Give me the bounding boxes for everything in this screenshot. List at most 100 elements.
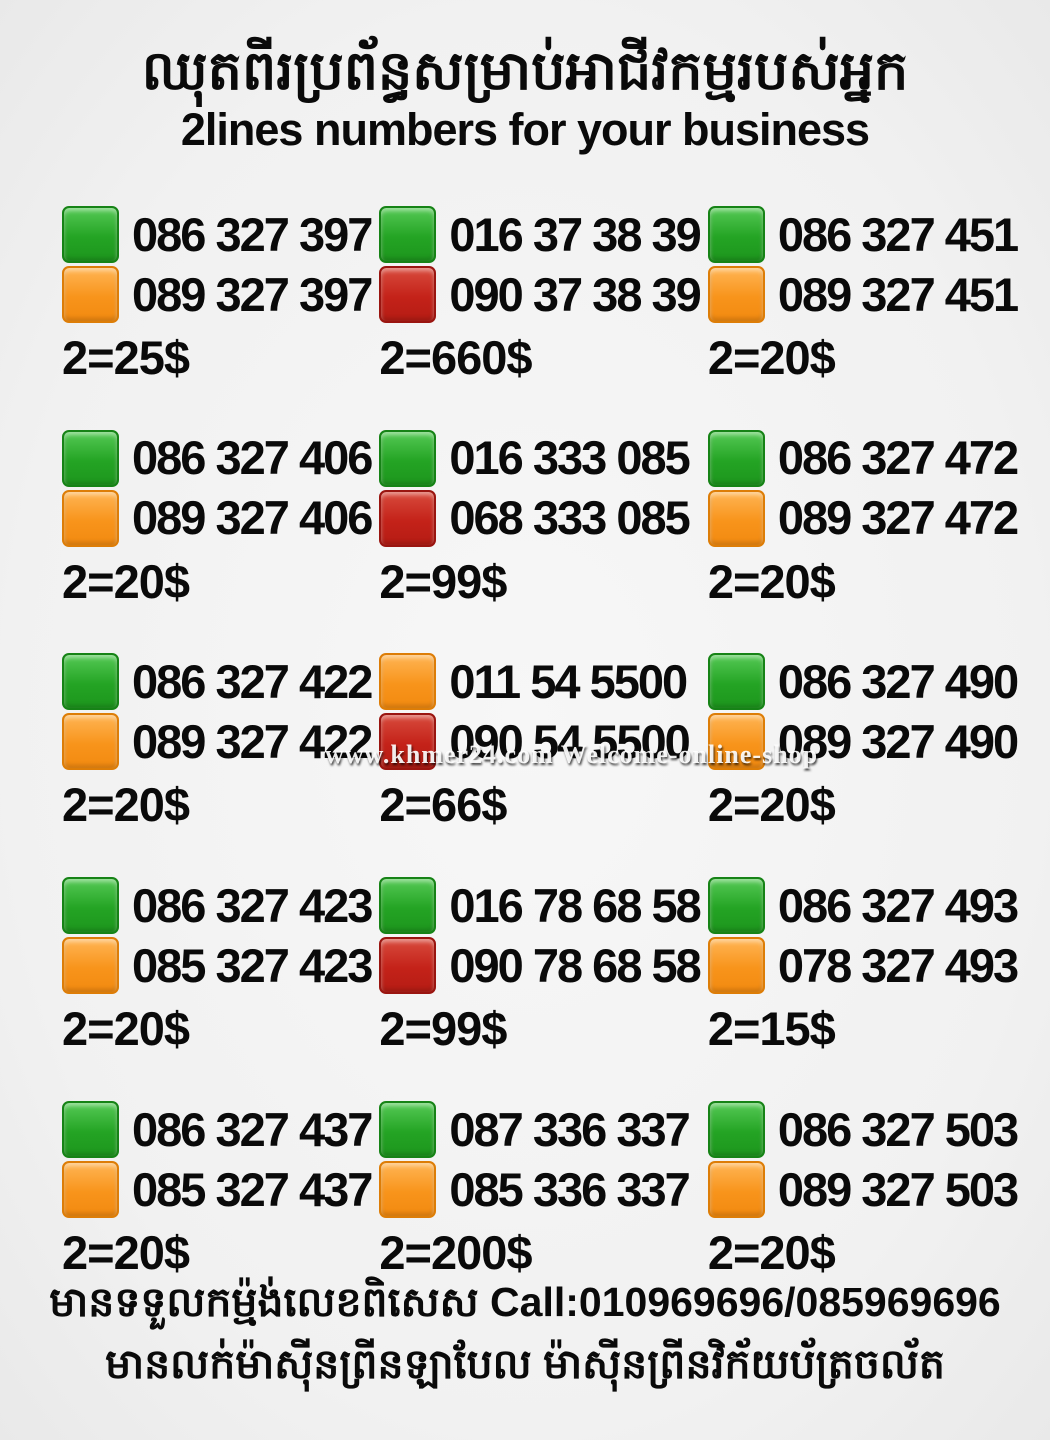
sim-color-square xyxy=(707,937,765,995)
phone-number: 089 327 472 xyxy=(777,491,1019,545)
poster: ឈុតពីរប្រព័ន្ធសម្រាប់អាជីវកម្មរបស់អ្នក 2… xyxy=(0,40,1050,1387)
phone-number: 011 54 5500 xyxy=(449,655,688,709)
number-line: 086 327 406 xyxy=(62,429,373,487)
sim-color-square xyxy=(379,713,437,771)
price-label: 2=20$ xyxy=(62,554,190,608)
price-label: 2=200$ xyxy=(379,1225,532,1279)
phone-number: 089 327 397 xyxy=(132,267,373,321)
phone-number: 090 78 68 58 xyxy=(449,938,701,992)
number-pair-card: 016 78 68 58 090 78 68 58 2=99$ xyxy=(379,877,702,1056)
number-line: 086 327 493 xyxy=(707,877,1019,935)
phone-number: 086 327 406 xyxy=(132,431,373,485)
phone-number: 090 37 38 39 xyxy=(449,267,701,321)
footer-products-line: មានលក់ម៉ាស៊ីនព្រីនឡាបែល ម៉ាស៊ីនព្រីនវិក័… xyxy=(105,1340,945,1387)
phone-number: 089 327 490 xyxy=(777,715,1019,769)
price-label: 2=25$ xyxy=(62,331,190,385)
number-pair-card: 087 336 337 085 336 337 2=200$ xyxy=(379,1100,699,1279)
sim-color-square xyxy=(62,489,119,547)
sim-color-square xyxy=(707,206,765,264)
number-line: 086 327 472 xyxy=(707,429,1019,487)
sim-color-square xyxy=(62,937,119,995)
number-line: 086 327 490 xyxy=(707,653,1019,711)
number-line: 016 78 68 58 xyxy=(379,877,702,935)
number-line: 090 78 68 58 xyxy=(379,937,702,995)
number-line: 089 327 472 xyxy=(707,489,1019,547)
number-line: 089 327 503 xyxy=(707,1160,1019,1218)
number-pair-card: 086 327 406 089 327 406 2=20$ xyxy=(62,429,373,608)
sim-color-square xyxy=(707,489,765,547)
sim-color-square xyxy=(707,713,765,771)
number-line: 016 333 085 xyxy=(379,429,699,487)
phone-number: 086 327 503 xyxy=(777,1102,1019,1156)
page-title-khmer: ឈុតពីរប្រព័ន្ធសម្រាប់អាជីវកម្មរបស់អ្នក xyxy=(141,41,909,101)
sim-color-square xyxy=(62,653,119,711)
number-line: 086 327 423 xyxy=(62,877,373,935)
sim-color-square xyxy=(379,877,437,935)
number-line: 086 327 397 xyxy=(62,206,373,264)
price-label: 2=660$ xyxy=(379,331,532,385)
sim-color-square xyxy=(707,877,765,935)
sim-color-square xyxy=(379,206,437,264)
sim-color-square xyxy=(62,713,119,771)
numbers-grid: 086 327 397 089 327 397 2=25$ 016 37 38 … xyxy=(0,206,1050,1278)
sim-color-square xyxy=(62,877,119,935)
number-line: 090 54 5500 xyxy=(379,713,699,771)
phone-number: 090 54 5500 xyxy=(449,715,690,769)
number-line: 089 327 422 xyxy=(62,713,373,771)
sim-color-square xyxy=(379,266,437,324)
sim-color-square xyxy=(707,266,765,324)
phone-number: 089 327 503 xyxy=(777,1162,1019,1216)
sim-color-square xyxy=(379,489,437,547)
price-label: 2=99$ xyxy=(379,1002,507,1056)
phone-number: 086 327 472 xyxy=(777,431,1019,485)
phone-number: 086 327 437 xyxy=(132,1102,373,1156)
sim-color-square xyxy=(62,429,119,487)
number-pair-card: 086 327 423 085 327 423 2=20$ xyxy=(62,877,373,1056)
phone-number: 085 336 337 xyxy=(449,1162,690,1216)
phone-number: 089 327 451 xyxy=(777,267,1019,321)
price-label: 2=20$ xyxy=(707,331,836,385)
number-line: 086 327 451 xyxy=(707,206,1019,264)
number-line: 078 327 493 xyxy=(707,937,1019,995)
price-label: 2=66$ xyxy=(379,778,507,832)
footer: មានទទួលកម្ម៉ង់លេខពិសេស Call:010969696/08… xyxy=(0,1272,1050,1395)
phone-number: 086 327 490 xyxy=(777,655,1019,709)
footer-contact-line: មានទទួលកម្ម៉ង់លេខពិសេស Call:010969696/08… xyxy=(49,1279,1001,1325)
price-label: 2=20$ xyxy=(707,554,836,608)
number-line: 016 37 38 39 xyxy=(379,206,702,264)
number-pair-card: 086 327 503 089 327 503 2=20$ xyxy=(707,1100,1019,1279)
number-pair-card: 086 327 451 089 327 451 2=20$ xyxy=(707,206,1019,385)
phone-number: 086 327 422 xyxy=(132,655,373,709)
number-line: 089 327 406 xyxy=(62,489,373,547)
sim-color-square xyxy=(62,1160,119,1218)
number-line: 085 327 423 xyxy=(62,937,373,995)
phone-number: 068 333 085 xyxy=(449,491,690,545)
number-pair-card: 016 333 085 068 333 085 2=99$ xyxy=(379,429,699,608)
sim-color-square xyxy=(379,429,437,487)
price-label: 2=20$ xyxy=(62,1002,190,1056)
sim-color-square xyxy=(707,653,765,711)
phone-number: 089 327 422 xyxy=(132,715,373,769)
sim-color-square xyxy=(707,1160,765,1218)
number-line: 089 327 490 xyxy=(707,713,1019,771)
price-label: 2=99$ xyxy=(379,554,507,608)
number-pair-card: 016 37 38 39 090 37 38 39 2=660$ xyxy=(379,206,702,385)
phone-number: 085 327 437 xyxy=(132,1162,373,1216)
sim-color-square xyxy=(379,937,437,995)
price-label: 2=20$ xyxy=(62,778,190,832)
number-line: 089 327 451 xyxy=(707,266,1019,324)
number-pair-card: 086 327 437 085 327 437 2=20$ xyxy=(62,1100,373,1279)
number-line: 087 336 337 xyxy=(379,1100,699,1158)
phone-number: 086 327 423 xyxy=(132,878,373,932)
price-label: 2=20$ xyxy=(62,1225,190,1279)
number-line: 086 327 437 xyxy=(62,1100,373,1158)
sim-color-square xyxy=(62,1100,119,1158)
price-label: 2=15$ xyxy=(707,1002,836,1056)
phone-number: 086 327 397 xyxy=(132,207,373,261)
sim-color-square xyxy=(379,653,437,711)
number-line: 086 327 503 xyxy=(707,1100,1019,1158)
sim-color-square xyxy=(62,266,119,324)
phone-number: 087 336 337 xyxy=(449,1102,690,1156)
number-line: 090 37 38 39 xyxy=(379,266,702,324)
number-pair-card: 086 327 493 078 327 493 2=15$ xyxy=(707,877,1019,1056)
